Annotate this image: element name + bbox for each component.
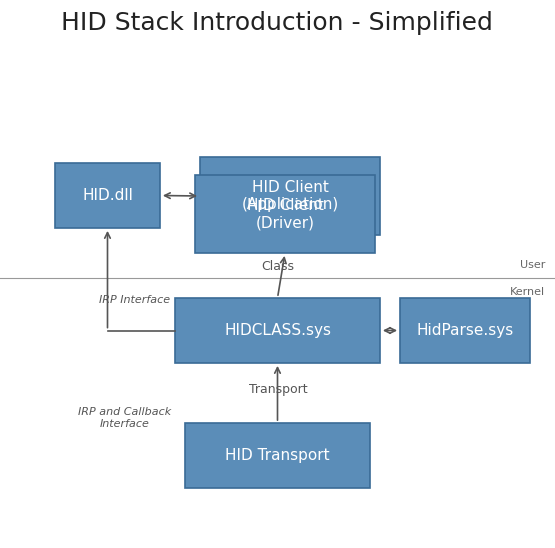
Text: HID Transport: HID Transport: [225, 448, 330, 463]
Text: HID Stack Introduction - Simplified: HID Stack Introduction - Simplified: [61, 11, 493, 35]
FancyBboxPatch shape: [185, 423, 370, 488]
Text: HIDCLASS.sys: HIDCLASS.sys: [224, 323, 331, 338]
Text: HID Client
(Driver): HID Client (Driver): [246, 198, 324, 230]
Text: Class: Class: [261, 260, 295, 272]
Text: IRP Interface: IRP Interface: [99, 295, 170, 305]
FancyBboxPatch shape: [400, 298, 530, 363]
Text: User: User: [519, 260, 545, 270]
Text: Transport: Transport: [249, 384, 307, 397]
FancyBboxPatch shape: [195, 175, 375, 253]
FancyBboxPatch shape: [175, 298, 380, 363]
Text: HID Client
(Application): HID Client (Application): [241, 180, 339, 212]
Text: HID.dll: HID.dll: [82, 188, 133, 203]
FancyBboxPatch shape: [200, 157, 380, 235]
FancyBboxPatch shape: [55, 163, 160, 228]
Text: HidParse.sys: HidParse.sys: [416, 323, 513, 338]
Text: Kernel: Kernel: [510, 287, 545, 297]
Text: IRP and Callback
Interface: IRP and Callback Interface: [78, 407, 171, 429]
